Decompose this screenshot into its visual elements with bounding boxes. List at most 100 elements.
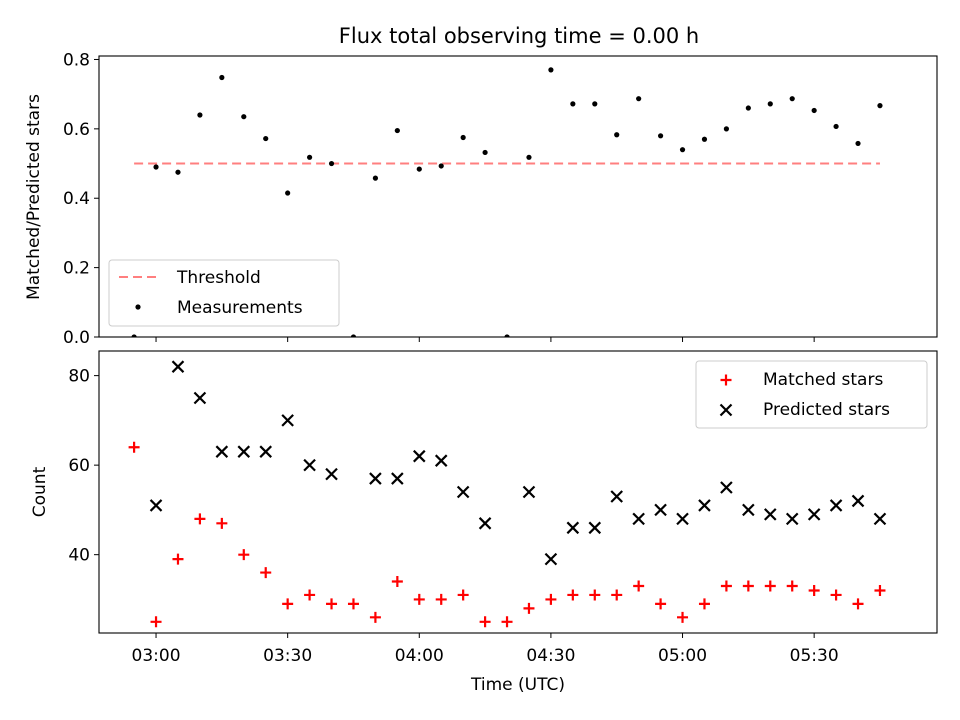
matched-star-point bbox=[523, 602, 535, 614]
measurement-point bbox=[416, 166, 422, 172]
measurement-point bbox=[285, 190, 291, 196]
matched-star-point bbox=[808, 584, 820, 596]
predicted-star-point bbox=[829, 499, 843, 512]
measurement-point bbox=[131, 334, 137, 337]
predicted-star-point bbox=[698, 499, 711, 512]
data-marks bbox=[128, 360, 887, 628]
matched-star-point bbox=[347, 598, 359, 610]
predicted-star-point bbox=[259, 445, 273, 458]
matched-star-point bbox=[698, 598, 710, 610]
matched-star-point bbox=[238, 549, 250, 561]
measurement-point bbox=[460, 134, 466, 141]
predicted-star-point bbox=[193, 391, 207, 405]
y-tick-label: 80 bbox=[68, 367, 90, 387]
measurement-point bbox=[745, 105, 751, 111]
predicted-star-point bbox=[676, 512, 689, 526]
measurement-point bbox=[526, 154, 532, 160]
legend-frame bbox=[695, 360, 928, 429]
y-tick-label: 0.6 bbox=[63, 120, 90, 140]
x-tick-label: 03:00 bbox=[132, 646, 181, 666]
chart-title: Flux total observing time = 0.00 h bbox=[339, 24, 699, 48]
legend-predicted-swatch bbox=[719, 403, 733, 417]
axes-frame bbox=[98, 55, 938, 338]
x-tick-label: 04:00 bbox=[395, 646, 444, 666]
matched-star-point bbox=[369, 611, 381, 623]
matched-star-point bbox=[633, 580, 645, 592]
x-tick-label: 04:30 bbox=[526, 646, 575, 666]
bottom-legend: Matched stars Predicted stars bbox=[695, 360, 928, 429]
measurement-point bbox=[394, 127, 400, 134]
matched-star-point bbox=[567, 589, 579, 601]
matched-star-point bbox=[830, 589, 842, 601]
predicted-star-point bbox=[654, 503, 667, 517]
matched-star-point bbox=[194, 513, 206, 525]
top-panel-ratio: 0.0 0.2 0.4 0.6 0.8 Threshold Measurements bbox=[63, 50, 938, 348]
matched-star-point bbox=[413, 593, 425, 605]
legend-predicted-label: Predicted stars bbox=[763, 400, 890, 420]
predicted-star-point bbox=[566, 521, 580, 535]
legend-matched-label: Matched stars bbox=[763, 370, 883, 390]
matched-star-point bbox=[786, 580, 798, 592]
matched-star-point bbox=[282, 598, 294, 610]
matched-star-point bbox=[150, 616, 162, 628]
measurement-point bbox=[372, 175, 379, 181]
matched-star-point bbox=[172, 553, 184, 565]
matched-star-point bbox=[479, 616, 491, 628]
predicted-star-point bbox=[851, 494, 865, 508]
measurement-point bbox=[701, 136, 708, 142]
predicted-star-point bbox=[544, 552, 558, 566]
matched-star-point bbox=[216, 517, 228, 529]
bottom-y-axis-label: Count bbox=[30, 466, 50, 517]
predicted-star-point bbox=[873, 512, 887, 526]
measurement-point bbox=[855, 140, 861, 147]
predicted-star-point bbox=[610, 490, 623, 503]
measurement-point bbox=[438, 163, 444, 169]
measurement-point bbox=[636, 96, 642, 102]
y-tick-label: 40 bbox=[68, 546, 90, 566]
x-tick-label: 03:30 bbox=[263, 646, 312, 666]
measurement-point bbox=[306, 154, 313, 160]
matched-star-point bbox=[545, 593, 557, 605]
legend-frame bbox=[108, 259, 340, 327]
predicted-star-point bbox=[215, 445, 229, 458]
measurement-point bbox=[548, 67, 554, 73]
predicted-star-point bbox=[522, 485, 536, 499]
x-tick-label: 05:00 bbox=[658, 646, 707, 666]
measurement-point bbox=[811, 107, 817, 114]
bottom-panel-counts: 40 60 80 03:00 03:30 04:00 04:30 05:00 05:30 Matc… bbox=[68, 350, 938, 666]
y-tick-label: 0.2 bbox=[63, 259, 90, 279]
predicted-star-point bbox=[588, 521, 602, 535]
legend-threshold-label: Threshold bbox=[176, 268, 261, 288]
matched-star-point bbox=[501, 616, 513, 628]
predicted-star-point bbox=[632, 512, 645, 526]
matched-star-point bbox=[655, 598, 667, 610]
predicted-star-point bbox=[325, 467, 338, 481]
y-tick-label: 0.8 bbox=[63, 50, 90, 70]
axes-frame bbox=[98, 350, 938, 634]
x-tick-label: 05:30 bbox=[790, 646, 839, 666]
measurement-point bbox=[153, 164, 159, 170]
matched-star-point bbox=[589, 589, 601, 601]
data-marks bbox=[131, 67, 883, 337]
predicted-star-point bbox=[456, 485, 470, 499]
predicted-star-point bbox=[281, 414, 294, 427]
predicted-star-point bbox=[303, 458, 316, 472]
legend-measurements-swatch bbox=[135, 304, 141, 310]
measurement-point bbox=[877, 103, 883, 109]
matched-star-point bbox=[435, 593, 447, 605]
measurement-point bbox=[219, 74, 225, 81]
matched-star-point bbox=[260, 567, 272, 579]
matched-star-point bbox=[304, 589, 316, 601]
predicted-star-point bbox=[369, 472, 382, 485]
predicted-star-point bbox=[763, 508, 777, 521]
matched-star-point bbox=[326, 598, 338, 610]
top-legend: Threshold Measurements bbox=[108, 259, 340, 327]
legend-matched-swatch bbox=[720, 374, 732, 386]
measurement-point bbox=[570, 101, 576, 107]
predicted-star-point bbox=[742, 503, 755, 517]
matched-star-point bbox=[852, 598, 864, 610]
matched-star-point bbox=[874, 584, 886, 596]
measurement-point bbox=[657, 133, 664, 139]
matched-star-point bbox=[720, 580, 732, 592]
